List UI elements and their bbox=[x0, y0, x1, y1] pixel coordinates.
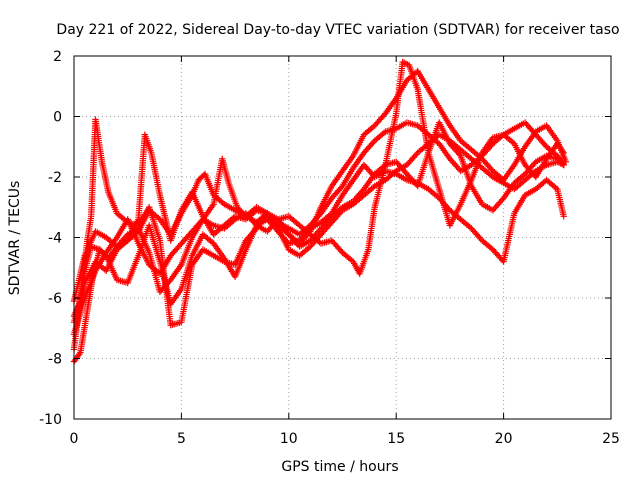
y-tick-label: 2 bbox=[53, 49, 62, 65]
data-point bbox=[96, 246, 103, 253]
data-point bbox=[98, 247, 105, 255]
data-point bbox=[559, 148, 566, 155]
y-tick-label: 0 bbox=[53, 110, 62, 126]
data-point bbox=[542, 142, 549, 149]
data-point bbox=[238, 208, 245, 215]
y-tick-label: -2 bbox=[48, 170, 62, 186]
data-point bbox=[560, 161, 567, 169]
x-tick-label: 25 bbox=[602, 431, 620, 447]
data-point bbox=[560, 149, 567, 156]
data-point bbox=[235, 205, 242, 212]
x-axis-label: GPS time / hours bbox=[281, 459, 398, 475]
data-point bbox=[239, 210, 247, 217]
y-axis-label: SDTVAR / TECUs bbox=[7, 181, 23, 296]
y-tick-label: -10 bbox=[39, 412, 62, 428]
data-point bbox=[413, 151, 420, 158]
data-point bbox=[337, 184, 345, 191]
y-tick-label: -8 bbox=[48, 352, 62, 368]
data-point bbox=[560, 213, 567, 220]
y-tick-label: -6 bbox=[48, 291, 62, 307]
data-point bbox=[370, 139, 377, 146]
x-tick-label: 10 bbox=[280, 431, 298, 447]
series-6 bbox=[70, 131, 567, 338]
x-tick-label: 15 bbox=[387, 431, 405, 447]
data-point bbox=[76, 350, 83, 358]
axis-ticks: 0 5 10 15 20 25 -10 -8 -6 -4 -2 0 2 bbox=[39, 49, 620, 447]
x-tick-label: 5 bbox=[177, 431, 186, 447]
data-point bbox=[337, 247, 345, 255]
data-point bbox=[456, 151, 463, 158]
x-tick-label: 0 bbox=[70, 431, 79, 447]
data-point bbox=[234, 204, 241, 211]
data-point bbox=[488, 166, 495, 173]
data-point bbox=[236, 207, 244, 214]
chart-title: Day 221 of 2022, Sidereal Day-to-day VTE… bbox=[56, 22, 619, 38]
data-point bbox=[477, 235, 484, 243]
x-tick-label: 20 bbox=[495, 431, 513, 447]
y-tick-label: -4 bbox=[48, 231, 62, 247]
data-points bbox=[70, 58, 570, 365]
